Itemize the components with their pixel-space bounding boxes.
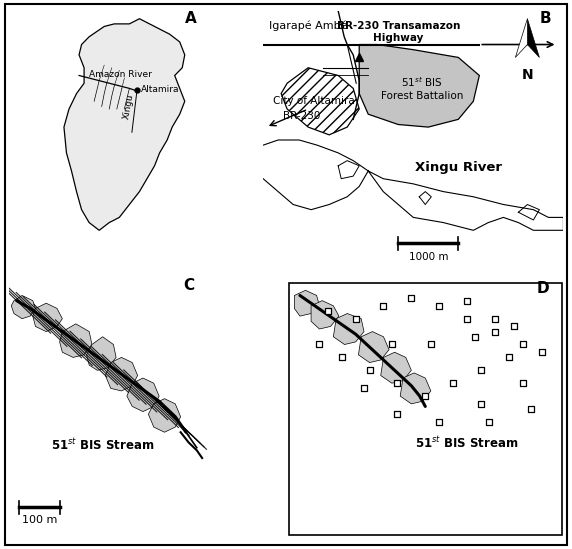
Polygon shape xyxy=(127,378,159,412)
Point xyxy=(435,301,444,310)
Polygon shape xyxy=(515,19,527,58)
Text: City of Altamira: City of Altamira xyxy=(273,96,355,107)
Point xyxy=(359,384,368,393)
Point xyxy=(420,392,430,401)
Polygon shape xyxy=(359,44,479,127)
Point xyxy=(518,340,527,349)
Text: B: B xyxy=(539,10,551,26)
Text: Altamira: Altamira xyxy=(141,85,179,94)
Point xyxy=(337,353,346,362)
Point xyxy=(426,340,435,349)
Point xyxy=(407,294,416,302)
Text: Xingu: Xingu xyxy=(122,93,136,120)
Point xyxy=(365,366,374,375)
Point xyxy=(393,379,402,388)
Point xyxy=(510,322,519,331)
Polygon shape xyxy=(11,295,35,318)
Point xyxy=(538,348,547,357)
Point xyxy=(435,417,444,426)
Text: Xingu River: Xingu River xyxy=(415,161,502,174)
Text: BR-230 Transamazon
Highway: BR-230 Transamazon Highway xyxy=(336,21,460,43)
Point xyxy=(323,306,332,315)
Polygon shape xyxy=(333,313,364,345)
Point xyxy=(379,301,388,310)
Point xyxy=(490,327,499,336)
Point xyxy=(387,340,396,349)
Text: Igarapé Ambé: Igarapé Ambé xyxy=(269,20,348,31)
Text: 51$^{st}$ BIS
Forest Battalion: 51$^{st}$ BIS Forest Battalion xyxy=(381,75,463,102)
Point xyxy=(393,410,402,418)
Polygon shape xyxy=(33,303,62,332)
Text: A: A xyxy=(185,10,197,26)
Polygon shape xyxy=(86,337,116,371)
Text: C: C xyxy=(184,278,194,293)
Polygon shape xyxy=(281,68,359,135)
Polygon shape xyxy=(381,352,411,383)
Point xyxy=(471,332,480,341)
Polygon shape xyxy=(148,399,181,432)
Polygon shape xyxy=(295,290,319,316)
Text: Amazon River: Amazon River xyxy=(89,70,152,79)
Text: 51$^{st}$ BIS Stream: 51$^{st}$ BIS Stream xyxy=(415,435,519,451)
Point xyxy=(527,405,536,413)
Point xyxy=(476,400,486,408)
Point xyxy=(463,314,472,323)
Text: BR-230: BR-230 xyxy=(284,111,321,121)
Point xyxy=(448,379,458,388)
Point xyxy=(485,417,494,426)
Text: 51$^{st}$ BIS Stream: 51$^{st}$ BIS Stream xyxy=(51,438,154,453)
Polygon shape xyxy=(359,332,389,362)
Point xyxy=(505,353,514,362)
Text: 1000 m: 1000 m xyxy=(408,252,448,262)
Polygon shape xyxy=(400,373,431,404)
Point xyxy=(490,314,499,323)
Text: 100 m: 100 m xyxy=(22,514,57,524)
Text: D: D xyxy=(537,281,549,296)
Polygon shape xyxy=(105,357,138,391)
Polygon shape xyxy=(64,19,185,231)
Polygon shape xyxy=(527,19,539,58)
Point xyxy=(351,314,360,323)
Polygon shape xyxy=(311,301,339,329)
Point xyxy=(518,379,527,388)
Polygon shape xyxy=(59,324,92,357)
Point xyxy=(463,296,472,305)
Text: N: N xyxy=(522,68,533,82)
Point xyxy=(476,366,486,375)
Point xyxy=(315,340,324,349)
